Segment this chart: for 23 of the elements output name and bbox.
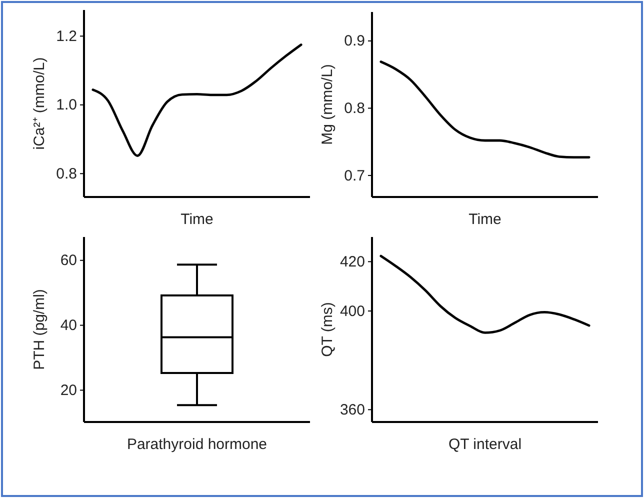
line-series (380, 60, 590, 159)
x-axis-title: QT interval (448, 436, 522, 453)
y-axis-title: Mg (mmo/L) (319, 64, 336, 145)
y-axis-title: QT (ms) (319, 302, 336, 357)
x-axis-title: Parathyroid hormone (126, 436, 268, 453)
y-tick-label: 40 (60, 317, 77, 334)
y-tick-label: 420 (340, 253, 365, 270)
y-axis-title: iCa²⁺ (mmo/L) (31, 57, 48, 150)
x-axis-title: Time (180, 211, 214, 228)
y-tick-label: 0.8 (344, 100, 365, 117)
y-tick-label: 0.9 (344, 32, 365, 50)
line-series (92, 44, 302, 157)
line-series (380, 254, 590, 334)
y-tick-label: 360 (340, 401, 365, 418)
y-tick-label: 60 (60, 252, 77, 270)
y-tick-label: 400 (340, 302, 365, 320)
y-tick-label: 1.2 (56, 28, 77, 45)
y-tick-label: 1.0 (56, 96, 77, 114)
y-axis-title: PTH (pg/ml) (31, 289, 48, 370)
y-tick-label: 0.8 (56, 165, 77, 182)
y-tick-label: 20 (60, 382, 77, 399)
y-tick-label: 0.7 (344, 167, 365, 184)
x-axis-title: Time (468, 211, 502, 228)
